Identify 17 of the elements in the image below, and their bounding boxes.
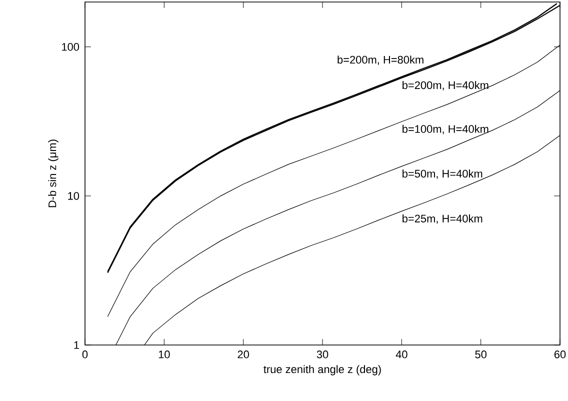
y-tick-label: 10 [68,192,80,200]
x-tick-label: 40 [396,350,408,358]
y-axis-title: D-b sin z (μm) [48,140,58,208]
series-label: b=25m, H=40km [402,214,482,224]
x-tick-label: 50 [475,350,486,358]
x-tick-label: 0 [82,350,88,358]
x-tick-label: 60 [554,350,566,358]
series-label: b=100m, H=40km [402,124,488,134]
x-axis-title: true zenith angle z (deg) [264,365,381,376]
series-label: b=200m, H=80km [338,56,424,65]
y-tick-label: 1 [74,341,79,349]
series-label: b=200m, H=40km [402,81,488,90]
y-tick-label: 100 [62,42,80,51]
x-tick-label: 20 [238,350,249,358]
x-tick-label: 30 [316,350,328,358]
x-tick-label: 10 [158,350,170,358]
series-label: b=50m, H=40km [402,170,482,179]
